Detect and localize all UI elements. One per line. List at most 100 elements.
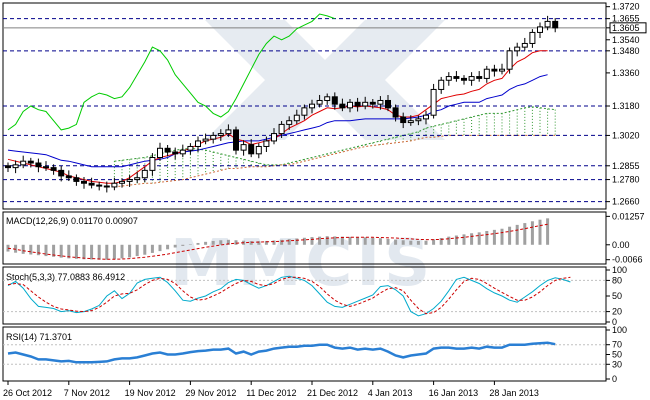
candle-body-bullish [111, 182, 118, 188]
macd-histogram-bar [515, 224, 519, 245]
candle-body-bullish [263, 140, 270, 147]
candle-body-bullish [240, 144, 247, 151]
rsi-plot [3, 341, 606, 365]
stochastic-tick-label: 100 [612, 265, 627, 275]
candle [430, 83, 437, 119]
macd-histogram-bar [226, 239, 230, 245]
candle-body-bearish [27, 160, 34, 164]
macd-histogram-bar [90, 244, 94, 260]
macd-histogram-bar [6, 244, 10, 252]
stochastic-main-line [7, 275, 571, 317]
macd-histogram-bar [166, 244, 170, 250]
stochastic-plot [3, 275, 606, 317]
macd-histogram-bar [135, 244, 139, 257]
price-tick-label: 1.3720 [612, 2, 640, 12]
candle-body-bearish [172, 151, 179, 155]
price-tick-label: 1.2855 [612, 161, 640, 171]
candle [157, 142, 163, 161]
price-tick-label: 1.3180 [612, 101, 640, 111]
candle [385, 94, 391, 112]
candle [263, 136, 270, 152]
candle-body-bullish [20, 160, 27, 166]
macd-histogram-bar [492, 229, 496, 245]
price-tick-label: 1.3480 [612, 46, 640, 56]
candle-body-bullish [544, 20, 551, 28]
candle [73, 174, 80, 186]
candle-body-bullish [423, 114, 429, 120]
candle [149, 153, 156, 176]
candle-body-bearish [339, 103, 346, 109]
candle-body-bullish [149, 157, 156, 171]
macd-panel: MACD(12,26,9) 0.01170 0.00907 0.012570.0… [2, 211, 645, 265]
macd-histogram-bar [333, 236, 337, 245]
macd-histogram-bar [105, 244, 109, 260]
stochastic-tick-label: 20 [612, 307, 622, 317]
macd-histogram-bar [143, 244, 147, 255]
candle [521, 37, 528, 51]
candle [529, 29, 536, 48]
macd-histogram-bar [234, 240, 238, 245]
macd-histogram-bar [500, 228, 504, 245]
macd-histogram-bar [356, 237, 360, 245]
candle [286, 116, 293, 130]
candle [12, 160, 19, 174]
candle [552, 18, 559, 33]
macd-histogram-bar [272, 240, 276, 245]
watermark: MMCIS [170, 20, 445, 301]
macd-histogram-bar [188, 244, 192, 245]
stochastic-tick-label: 80 [612, 275, 622, 285]
candle-body-bullish [499, 68, 505, 72]
candle [202, 133, 209, 145]
macd-histogram-bar [82, 244, 86, 260]
candle [415, 115, 422, 126]
macd-histogram-bar [36, 244, 40, 256]
candle [461, 75, 467, 85]
date-tick-label: 21 Dec 2012 [307, 388, 358, 398]
candle-body-bullish [187, 145, 194, 151]
candle [134, 172, 141, 183]
macd-histogram-bar [150, 244, 154, 253]
macd-histogram-bar [29, 244, 33, 255]
macd-axis: 0.01257 0.00 -0.0066 [606, 211, 645, 265]
candle-body-bearish [58, 169, 65, 177]
candle-body-bearish [43, 166, 49, 169]
macd-histogram-bar [59, 244, 63, 258]
macd-histogram-bar [340, 236, 344, 245]
candle [210, 132, 217, 144]
candle-body-bullish [362, 101, 369, 107]
date-tick-label: 19 Nov 2012 [125, 388, 176, 398]
candle [179, 144, 186, 158]
candle [392, 104, 399, 122]
macd-histogram-bar [546, 218, 550, 245]
candle-body-bullish [126, 179, 133, 182]
macd-histogram-bar [523, 223, 527, 245]
candle-body-bullish [293, 114, 300, 122]
macd-tick-label: 0.00 [612, 240, 630, 250]
candle-body-bullish [202, 138, 209, 142]
macd-histogram-bar [173, 244, 177, 248]
candle [35, 158, 42, 173]
macd-histogram-bar [219, 240, 223, 245]
macd-histogram-bar [21, 244, 25, 254]
candle-body-bullish [141, 169, 148, 179]
candle [309, 99, 315, 114]
candles [5, 15, 559, 193]
candle-body-bearish [96, 184, 103, 187]
price-tick-label: 1.3020 [612, 130, 640, 140]
candle-body-bearish [65, 175, 72, 179]
candle [293, 109, 300, 125]
candle [164, 144, 171, 157]
candle-body-bullish [316, 99, 323, 105]
date-tick-label: 28 Jan 2013 [489, 388, 539, 398]
candle [5, 162, 11, 173]
candle [468, 72, 475, 86]
macd-histogram-bar [52, 244, 56, 257]
candle [316, 94, 323, 108]
date-tick-label: 4 Jan 2013 [368, 388, 413, 398]
macd-plot [6, 218, 550, 260]
candle-body-bearish [35, 162, 42, 168]
candle [111, 177, 118, 191]
